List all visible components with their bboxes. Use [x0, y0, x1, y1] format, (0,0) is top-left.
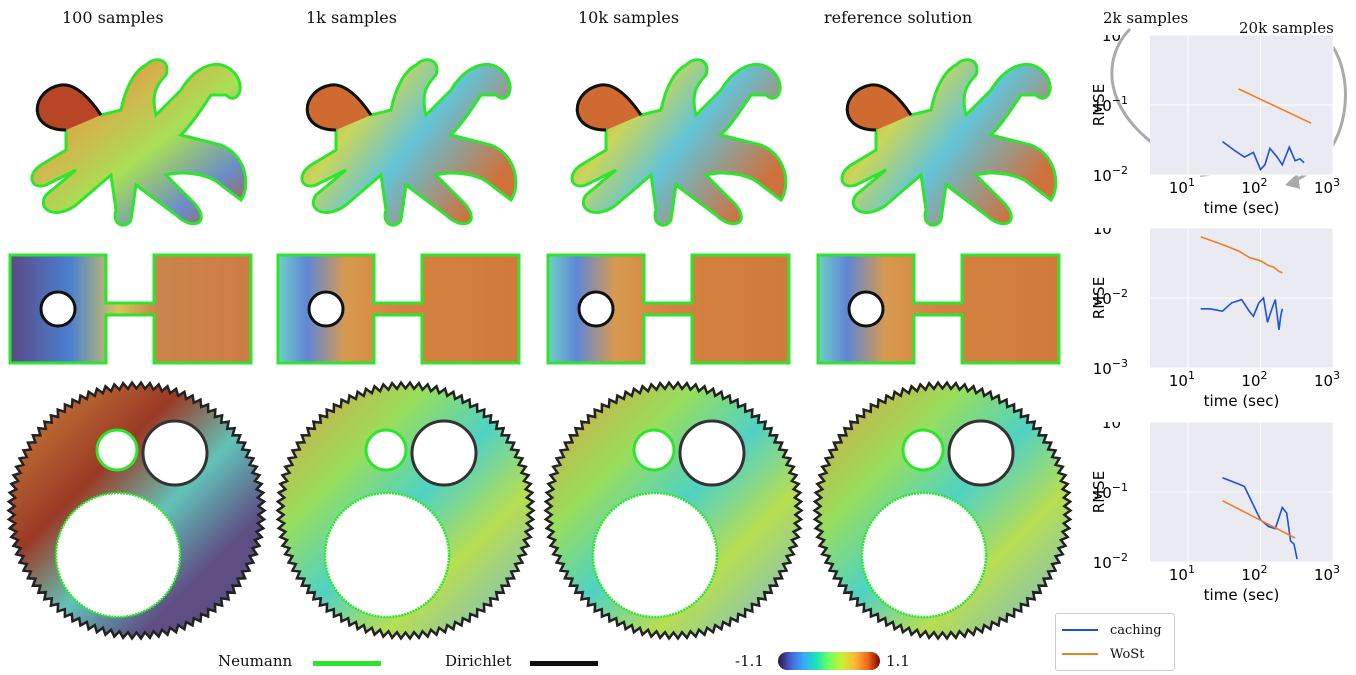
column-label-10k: 10k samples — [578, 8, 680, 27]
y-tick-label: 10−1 — [1093, 228, 1128, 238]
x-tick-label: 102 — [1241, 369, 1267, 390]
octopus-panel-10k — [570, 58, 788, 227]
gear-panel-reference — [812, 380, 1073, 641]
dumbbell-panel-10k — [546, 253, 791, 365]
colorbar-max-label: 1.1 — [886, 652, 910, 670]
x-tick-label: 103 — [1314, 369, 1340, 390]
y-tick-label: 100 — [1102, 35, 1128, 45]
column-label-reference: reference solution — [824, 8, 973, 27]
gear-large-hole — [141, 419, 209, 487]
x-tick-label: 103 — [1314, 563, 1340, 584]
x-axis-label: time (sec) — [1204, 199, 1280, 217]
dumbbell-panel-reference — [816, 253, 1061, 365]
legend-item-caching: caching — [1062, 621, 1162, 639]
legend-caching-label: caching — [1110, 622, 1162, 638]
y-tick-label: 10−3 — [1093, 357, 1128, 378]
dumbbell-panel-100 — [8, 253, 253, 365]
dirichlet-legend-swatch — [530, 661, 598, 666]
colorbar — [778, 652, 880, 670]
legend-item-wost: WoSt — [1062, 645, 1144, 663]
gear-large-hole — [678, 419, 746, 487]
column-label-1k: 1k samples — [306, 8, 397, 27]
chart-legend: caching WoSt — [1055, 613, 1175, 671]
gear-panel-100 — [6, 380, 267, 641]
octopus-panel-reference — [840, 58, 1058, 227]
y-axis-label: RMSE — [1090, 277, 1108, 319]
column-label-100: 100 samples — [62, 8, 164, 27]
gear-small-hole — [364, 428, 408, 472]
series-line-wost — [1238, 88, 1312, 124]
series-line-wost — [1222, 499, 1296, 539]
annotation-20k-samples: 20k samples — [1239, 19, 1334, 37]
gear-center-hole — [323, 491, 451, 619]
neumann-legend-label: Neumann — [218, 652, 293, 670]
dirichlet-legend-label: Dirichlet — [445, 652, 512, 670]
x-axis-label: time (sec) — [1204, 392, 1280, 410]
colorbar-min-label: -1.1 — [735, 652, 764, 670]
x-tick-label: 101 — [1169, 369, 1195, 390]
octopus-panel-1k — [300, 58, 518, 227]
y-axis-label: RMSE — [1090, 471, 1108, 513]
y-tick-label: 10−2 — [1093, 164, 1128, 185]
gear-large-hole — [947, 419, 1015, 487]
series-line-caching — [1200, 296, 1284, 330]
gear-small-hole — [901, 428, 945, 472]
gear-large-hole — [410, 419, 478, 487]
gear-panel-10k — [543, 380, 804, 641]
y-tick-label: 10−2 — [1093, 551, 1128, 572]
x-tick-label: 101 — [1169, 176, 1195, 197]
gear-panel-1k — [275, 380, 536, 641]
series-line-caching — [1222, 140, 1305, 171]
gear-small-hole — [632, 428, 676, 472]
gear-center-hole — [860, 491, 988, 619]
series-line-caching — [1222, 476, 1298, 560]
y-axis-label: RMSE — [1090, 84, 1108, 126]
legend-wost-label: WoSt — [1110, 646, 1145, 662]
x-tick-label: 101 — [1169, 563, 1195, 584]
gear-center-hole — [54, 491, 182, 619]
y-tick-label: 100 — [1102, 422, 1128, 432]
gear-small-hole — [95, 428, 139, 472]
dumbbell-panel-1k — [276, 253, 521, 365]
x-tick-label: 103 — [1314, 176, 1340, 197]
series-line-wost — [1200, 235, 1283, 274]
x-tick-label: 102 — [1241, 563, 1267, 584]
gear-center-hole — [591, 491, 719, 619]
x-tick-label: 102 — [1241, 176, 1267, 197]
neumann-legend-swatch — [313, 661, 381, 666]
annotation-2k-samples: 2k samples — [1103, 9, 1189, 27]
x-axis-label: time (sec) — [1204, 586, 1280, 604]
octopus-panel-100 — [30, 58, 248, 227]
